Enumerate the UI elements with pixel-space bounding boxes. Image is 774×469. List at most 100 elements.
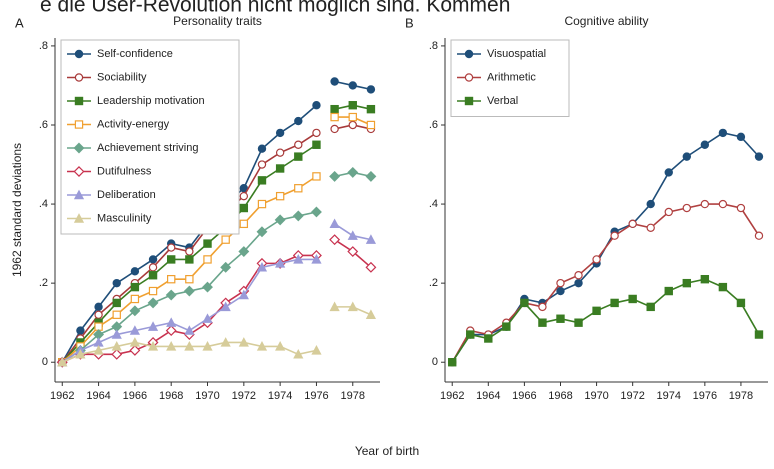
marker	[147, 321, 159, 331]
y-tick-label: .6	[39, 119, 48, 131]
y-tick-label: .4	[39, 198, 48, 210]
marker	[664, 286, 673, 296]
x-tick-label: 1970	[195, 390, 219, 402]
marker	[185, 255, 194, 264]
marker	[202, 313, 213, 323]
marker	[311, 254, 322, 264]
marker	[292, 210, 304, 222]
legend-marker	[464, 73, 474, 82]
y-tick-label: 0	[42, 356, 48, 368]
marker	[736, 132, 746, 142]
marker	[294, 116, 303, 126]
marker	[329, 234, 341, 246]
marker	[628, 219, 637, 229]
marker	[202, 281, 213, 293]
marker	[184, 325, 195, 335]
marker	[754, 231, 764, 240]
marker	[203, 239, 212, 248]
x-tick-label: 1966	[512, 390, 536, 402]
marker	[448, 358, 457, 367]
legend-label: Achievement striving	[97, 142, 199, 154]
marker	[165, 289, 177, 301]
series-line	[451, 278, 760, 363]
marker	[238, 337, 249, 347]
marker	[682, 152, 691, 161]
marker	[312, 128, 321, 138]
marker	[94, 302, 103, 312]
marker	[365, 261, 377, 273]
marker	[754, 152, 764, 161]
marker	[347, 246, 359, 257]
panel-title: Personality traits	[173, 14, 262, 28]
marker	[112, 278, 121, 288]
marker	[293, 254, 304, 264]
marker	[736, 298, 746, 308]
legend-marker	[73, 166, 85, 177]
marker	[256, 226, 268, 238]
marker	[130, 267, 140, 276]
marker	[502, 322, 511, 331]
marker	[239, 191, 249, 201]
x-tick-label: 1968	[159, 390, 183, 402]
marker	[312, 140, 321, 149]
y-tick-label: .2	[39, 277, 48, 289]
marker	[348, 81, 357, 90]
marker	[700, 199, 710, 209]
marker	[184, 341, 195, 351]
x-tick-label: 1964	[476, 390, 500, 402]
x-tick-label: 1972	[620, 390, 644, 402]
marker	[220, 301, 231, 312]
marker	[574, 271, 583, 280]
marker	[574, 318, 583, 327]
marker	[366, 120, 376, 130]
marker	[538, 318, 547, 327]
legend-marker	[74, 120, 84, 129]
marker	[239, 184, 249, 193]
marker	[167, 243, 176, 252]
panel-label: A	[15, 15, 24, 30]
marker	[664, 168, 673, 177]
legend-marker	[74, 96, 84, 106]
y-tick-label: .6	[429, 119, 438, 131]
x-tick-label: 1962	[440, 390, 464, 402]
marker	[646, 302, 655, 312]
legend-marker	[73, 142, 85, 154]
marker	[592, 306, 601, 316]
marker	[111, 348, 123, 360]
marker	[275, 128, 285, 138]
marker	[111, 341, 122, 351]
marker	[275, 258, 286, 268]
y-tick-label: .4	[429, 198, 438, 210]
marker	[366, 85, 376, 94]
marker	[330, 104, 339, 114]
x-tick-label: 1974	[268, 390, 292, 402]
marker	[556, 286, 565, 296]
marker	[221, 235, 230, 244]
marker	[57, 356, 68, 367]
marker	[183, 285, 195, 297]
marker	[365, 170, 377, 182]
marker	[111, 329, 122, 339]
marker	[274, 214, 286, 226]
marker	[366, 104, 376, 114]
marker	[238, 246, 250, 257]
marker	[311, 206, 322, 218]
marker	[256, 341, 268, 351]
marker	[329, 170, 341, 182]
legend-label: Arithmetic	[487, 71, 536, 83]
marker	[185, 274, 194, 284]
marker	[238, 289, 249, 300]
legend-label: Activity-energy	[97, 118, 170, 130]
marker	[256, 261, 268, 272]
marker	[166, 341, 177, 351]
marker	[94, 310, 103, 319]
marker	[348, 112, 357, 122]
x-tick-label: 1962	[50, 390, 74, 402]
marker	[592, 255, 601, 264]
marker	[257, 199, 267, 209]
marker	[76, 326, 85, 335]
legend-marker	[73, 213, 85, 223]
x-axis-label: Year of birth	[355, 444, 419, 458]
marker	[239, 203, 249, 213]
